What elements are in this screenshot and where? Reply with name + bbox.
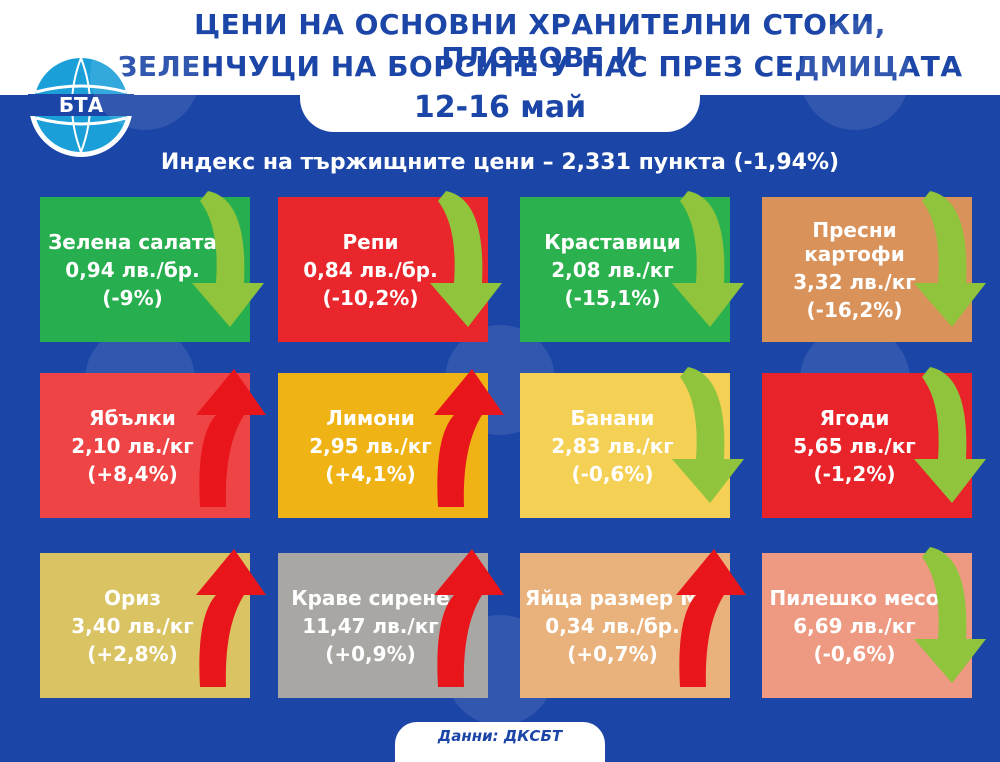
arrow-up-icon — [434, 549, 504, 687]
product-change: (-9%) — [102, 285, 163, 310]
arrow-down-icon — [914, 547, 986, 683]
product-card: Пресни картофи 3,32 лв./кг (-16,2%) — [762, 191, 986, 342]
arrow-down-icon — [672, 367, 744, 503]
product-change: (+8,4%) — [87, 461, 178, 486]
product-price: 2,08 лв./кг — [551, 257, 674, 282]
product-change: (+2,8%) — [87, 641, 178, 666]
product-name: Ориз — [104, 585, 161, 610]
product-price: 0,34 лв./бр. — [545, 613, 680, 638]
logo-text: БТА — [59, 93, 104, 117]
product-card: Ягоди 5,65 лв./кг (-1,2%) — [762, 367, 986, 518]
arrow-up-icon — [196, 369, 266, 507]
arrow-up-icon — [434, 369, 504, 507]
header-date-tab — [300, 60, 700, 132]
product-name: Краве сирене — [291, 585, 450, 610]
product-card: Яйца размер М 0,34 лв./бр. (+0,7%) — [520, 549, 746, 698]
watermark-logo — [800, 20, 910, 130]
product-name: Краставици — [544, 229, 681, 254]
product-price: 0,84 лв./бр. — [303, 257, 438, 282]
market-index: Индекс на тържищните цени – 2,331 пункта… — [160, 150, 840, 175]
product-card: Краве сирене 11,47 лв./кг (+0,9%) — [278, 549, 504, 698]
product-price: 2,83 лв./кг — [551, 433, 674, 458]
product-card: Зелена салата 0,94 лв./бр. (-9%) — [40, 191, 264, 342]
arrow-down-icon — [914, 367, 986, 503]
arrow-up-icon — [196, 549, 266, 687]
product-name: Яйца размер М — [524, 585, 701, 610]
product-change: (+0,7%) — [567, 641, 658, 666]
product-card: Репи 0,84 лв./бр. (-10,2%) — [278, 191, 502, 342]
product-name: Репи — [342, 229, 399, 254]
product-change: (-10,2%) — [322, 285, 419, 310]
arrow-down-icon — [430, 191, 502, 327]
product-name: Пилешко месо — [769, 585, 940, 610]
product-card: Банани 2,83 лв./кг (-0,6%) — [520, 367, 744, 518]
product-name: Пресни картофи — [804, 217, 905, 266]
product-price: 6,69 лв./кг — [793, 613, 916, 638]
product-name: Банани — [570, 405, 655, 430]
product-price: 2,95 лв./кг — [309, 433, 432, 458]
date-range: 12-16 май — [413, 90, 587, 125]
product-card: Краставици 2,08 лв./кг (-15,1%) — [520, 191, 744, 342]
product-card: Ябълки 2,10 лв./кг (+8,4%) — [40, 369, 266, 518]
product-name: Зелена салата — [48, 229, 217, 254]
bta-logo: БТА — [28, 53, 134, 157]
product-card: Пилешко месо 6,69 лв./кг (-0,6%) — [762, 547, 986, 698]
product-price: 11,47 лв./кг — [302, 613, 439, 638]
product-price: 3,40 лв./кг — [71, 613, 194, 638]
product-change: (-0,6%) — [813, 641, 896, 666]
product-change: (-0,6%) — [571, 461, 654, 486]
product-name: Ягоди — [819, 405, 890, 430]
product-card: Лимони 2,95 лв./кг (+4,1%) — [278, 369, 504, 518]
watermark-logo — [90, 20, 200, 130]
title-line-1: ЦЕНИ НА ОСНОВНИ ХРАНИТЕЛНИ СТОКИ, ПЛОДОВ… — [194, 8, 886, 74]
product-card: Ориз 3,40 лв./кг (+2,8%) — [40, 549, 266, 698]
product-name: Ябълки — [89, 405, 176, 430]
arrow-down-icon — [914, 191, 986, 327]
product-change: (-15,1%) — [564, 285, 661, 310]
arrow-up-icon — [676, 549, 746, 687]
arrow-down-icon — [672, 191, 744, 327]
product-change: (+4,1%) — [325, 461, 416, 486]
product-name: Лимони — [326, 405, 415, 430]
title-line-2: ЗЕЛЕНЧУЦИ НА БОРСИТЕ У НАС ПРЕЗ СЕДМИЦАТ… — [117, 50, 963, 83]
product-price: 5,65 лв./кг — [793, 433, 916, 458]
product-price: 2,10 лв./кг — [71, 433, 194, 458]
data-source: Данни: ДКСБТ — [395, 722, 605, 762]
arrow-down-icon — [192, 191, 264, 327]
product-change: (-16,2%) — [806, 297, 903, 322]
product-change: (+0,9%) — [325, 641, 416, 666]
product-change: (-1,2%) — [813, 461, 896, 486]
product-price: 3,32 лв./кг — [793, 269, 916, 294]
product-price: 0,94 лв./бр. — [65, 257, 200, 282]
